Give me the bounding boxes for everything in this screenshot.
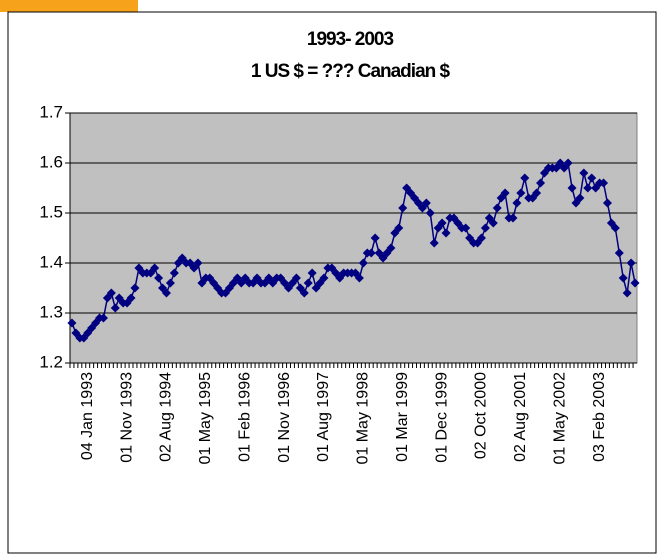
marker [520,173,530,183]
marker [618,273,628,283]
marker [154,273,164,283]
marker [441,228,451,238]
marker [476,233,486,243]
marker [622,288,632,298]
marker [358,258,368,268]
x-tick-label: 01 Nov 1996 [276,372,293,463]
marker [583,183,593,193]
y-tick-label: 1.4 [39,252,63,271]
x-tick-label: 04 Jan 1993 [79,372,96,460]
marker [563,158,573,168]
marker [500,188,510,198]
x-tick-label: 03 Feb 2003 [591,372,608,462]
marker [425,208,435,218]
marker [366,248,376,258]
marker [599,178,609,188]
marker [587,173,597,183]
marker [610,223,620,233]
marker [512,198,522,208]
marker [421,198,431,208]
x-tick-label: 02 Aug 1994 [158,372,175,462]
marker [370,233,380,243]
x-tick-label: 02 Aug 2001 [512,372,529,462]
marker [193,258,203,268]
marker [516,188,526,198]
chart-title: 1993- 2003 [307,29,394,50]
marker [508,213,518,223]
chart-subtitle: 1 US $ = ??? Canadian $ [251,61,451,82]
marker [575,193,585,203]
marker [307,268,317,278]
marker [437,218,447,228]
x-tick-label: 01 Dec 1999 [433,372,450,463]
y-tick-label: 1.5 [39,202,63,221]
marker [67,318,77,328]
marker [150,263,160,273]
y-tick-label: 1.7 [39,102,63,121]
x-tick-label: 02 Oct 2000 [473,372,490,459]
marker [614,248,624,258]
x-tick-label: 01 May 1998 [355,372,372,465]
marker [394,223,404,233]
marker [165,278,175,288]
marker [319,273,329,283]
marker [398,203,408,213]
marker [386,243,396,253]
x-tick-label: 01 Aug 1997 [315,372,332,462]
marker [130,283,140,293]
marker [303,278,313,288]
x-tick-label: 01 Mar 1999 [394,372,411,462]
marker [106,288,116,298]
x-tick-label: 01 Nov 1993 [118,372,135,463]
marker [626,258,636,268]
marker [98,313,108,323]
marker [579,168,589,178]
marker [299,288,309,298]
marker [169,268,179,278]
x-tick-label: 01 May 2002 [551,372,568,465]
marker [354,273,364,283]
chart-frame [7,11,657,554]
marker [126,293,136,303]
x-tick-label: 01 May 1995 [197,372,214,465]
marker [291,273,301,283]
marker [161,288,171,298]
window-tab [0,0,138,12]
marker [532,188,542,198]
marker [480,223,490,233]
marker [602,198,612,208]
marker [461,223,471,233]
marker [110,303,120,313]
y-tick-label: 1.2 [39,352,63,371]
y-tick-label: 1.6 [39,152,63,171]
marker [630,278,640,288]
marker [536,178,546,188]
marker [567,183,577,193]
marker [488,218,498,228]
marker [492,203,502,213]
marker [429,238,439,248]
plot-area [69,112,638,364]
y-tick-label: 1.3 [39,302,63,321]
x-tick-label: 01 Feb 1996 [236,372,253,462]
